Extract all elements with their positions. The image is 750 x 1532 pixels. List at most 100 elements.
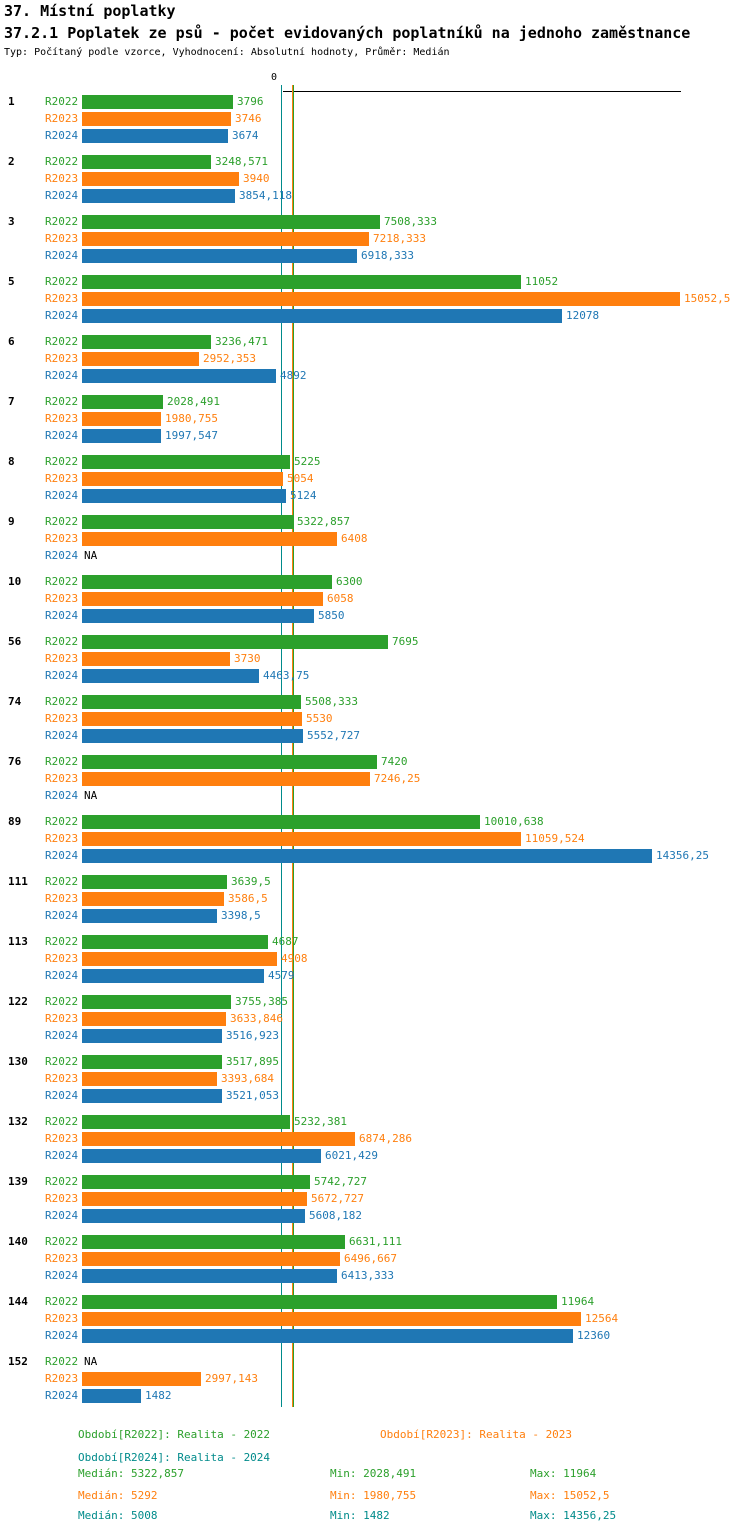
bar-row: R2024 4463,75 — [0, 669, 750, 686]
group-label: 7 — [8, 395, 15, 408]
group-label: 74 — [8, 695, 22, 708]
bar — [82, 412, 161, 426]
bar-row: 7 R2022 2028,491 — [0, 395, 750, 412]
legend-item-r2024: Období[R2024]: Realita - 2024 — [78, 1451, 271, 1464]
bar-row: 152 R2022 NA — [0, 1355, 750, 1372]
bar-group: 89 R2022 10010,638 R2023 11059,524 R2024 14356… — [0, 815, 750, 866]
value-label: 3940 — [243, 172, 270, 185]
series-label: R2024 — [45, 129, 79, 142]
series-label: R2024 — [45, 429, 79, 442]
bar-row: R2023 5530 — [0, 712, 750, 729]
bar-row: R2024 3854,118 — [0, 189, 750, 206]
bar-track: 6496,667 — [82, 1252, 750, 1266]
bar-track: 6413,333 — [82, 1269, 750, 1283]
bar-row: R2023 11059,524 — [0, 832, 750, 849]
value-label: 3755,385 — [235, 995, 288, 1008]
bar-row: R2023 6496,667 — [0, 1252, 750, 1269]
value-label: 4908 — [281, 952, 308, 965]
value-label: 5850 — [318, 609, 345, 622]
bar-group: 10 R2022 6300 R2023 6058 R2024 5850 — [0, 575, 750, 626]
value-label: 6918,333 — [361, 249, 414, 262]
median-line — [293, 85, 294, 1407]
series-label: R2023 — [45, 592, 79, 605]
bar — [82, 1149, 321, 1163]
bar-row: R2024 3398,5 — [0, 909, 750, 926]
bar-row: R2023 6408 — [0, 532, 750, 549]
value-label: 14356,25 — [656, 849, 709, 862]
group-label: 140 — [8, 1235, 28, 1248]
group-label: 9 — [8, 515, 15, 528]
bar-row: R2024 3521,053 — [0, 1089, 750, 1106]
bar-row: 132 R2022 5232,381 — [0, 1115, 750, 1132]
bar-track: 5322,857 — [82, 515, 750, 529]
bar-row: R2024 1482 — [0, 1389, 750, 1406]
value-label: 3674 — [232, 129, 259, 142]
bar-row: 130 R2022 3517,895 — [0, 1055, 750, 1072]
median-line — [292, 85, 293, 1407]
bar-row: R2024 6021,429 — [0, 1149, 750, 1166]
bar-track: 11052 — [82, 275, 750, 289]
bar — [82, 275, 521, 289]
bar-row: R2024 12078 — [0, 309, 750, 326]
stat-min-r2022: Min: 2028,491 — [330, 1467, 417, 1480]
bar — [82, 772, 370, 786]
bar — [82, 1089, 222, 1103]
bar — [82, 309, 562, 323]
value-label: 3639,5 — [231, 875, 271, 888]
stat-max-r2024: Max: 14356,25 — [530, 1509, 617, 1522]
value-label: 3521,053 — [226, 1089, 279, 1102]
bar — [82, 1235, 345, 1249]
bar-track: 5742,727 — [82, 1175, 750, 1189]
series-label: R2022 — [45, 935, 79, 948]
bar-track: 4463,75 — [82, 669, 750, 683]
bar-row: R2024 3516,923 — [0, 1029, 750, 1046]
value-label: 3517,895 — [226, 1055, 279, 1068]
series-label: R2022 — [45, 1175, 79, 1188]
bar-row: 89 R2022 10010,638 — [0, 815, 750, 832]
median-lines-overlay — [0, 85, 750, 1407]
value-label: NA — [84, 1355, 98, 1368]
bar — [82, 472, 283, 486]
series-label: R2024 — [45, 1209, 79, 1222]
bar-group: 9 R2022 5322,857 R2023 6408 R2024 NA — [0, 515, 750, 566]
bar-row: R2024 4892 — [0, 369, 750, 386]
bar-group: 139 R2022 5742,727 R2023 5672,727 R2024 5608,1… — [0, 1175, 750, 1226]
bar — [82, 112, 231, 126]
group-label: 113 — [8, 935, 28, 948]
value-label: 4463,75 — [263, 669, 310, 682]
group-label: 8 — [8, 455, 15, 468]
series-label: R2024 — [45, 729, 79, 742]
series-label: R2022 — [45, 335, 79, 348]
series-label: R2023 — [45, 772, 79, 785]
value-label: 15052,5 — [684, 292, 731, 305]
bar — [82, 1192, 307, 1206]
bar-row: 56 R2022 7695 — [0, 635, 750, 652]
bar — [82, 712, 302, 726]
bar-track: 3633,846 — [82, 1012, 750, 1026]
bar-row: R2023 15052,5 — [0, 292, 750, 309]
bar-track: 3517,895 — [82, 1055, 750, 1069]
bar-track: 4908 — [82, 952, 750, 966]
bar-row: R2024 5850 — [0, 609, 750, 626]
value-label: 2028,491 — [167, 395, 220, 408]
value-label: 3730 — [234, 652, 261, 665]
bar-track: 4687 — [82, 935, 750, 949]
bar-track: 2952,353 — [82, 352, 750, 366]
bar — [82, 755, 377, 769]
bar — [82, 592, 323, 606]
bar-track: 5552,727 — [82, 729, 750, 743]
bar — [82, 815, 480, 829]
group-label: 2 — [8, 155, 15, 168]
bar-track: 3248,571 — [82, 155, 750, 169]
bar-group: 56 R2022 7695 R2023 3730 R2024 4463,75 — [0, 635, 750, 686]
bar-group: 111 R2022 3639,5 R2023 3586,5 R2024 3398,5 — [0, 875, 750, 926]
value-label: 3398,5 — [221, 909, 261, 922]
bar-track: 5225 — [82, 455, 750, 469]
bar-row: R2024 NA — [0, 789, 750, 806]
series-label: R2023 — [45, 112, 79, 125]
bar-track: 6874,286 — [82, 1132, 750, 1146]
bar — [82, 892, 224, 906]
value-label: 6631,111 — [349, 1235, 402, 1248]
bar-row: R2024 5124 — [0, 489, 750, 506]
bar-row: R2023 6058 — [0, 592, 750, 609]
